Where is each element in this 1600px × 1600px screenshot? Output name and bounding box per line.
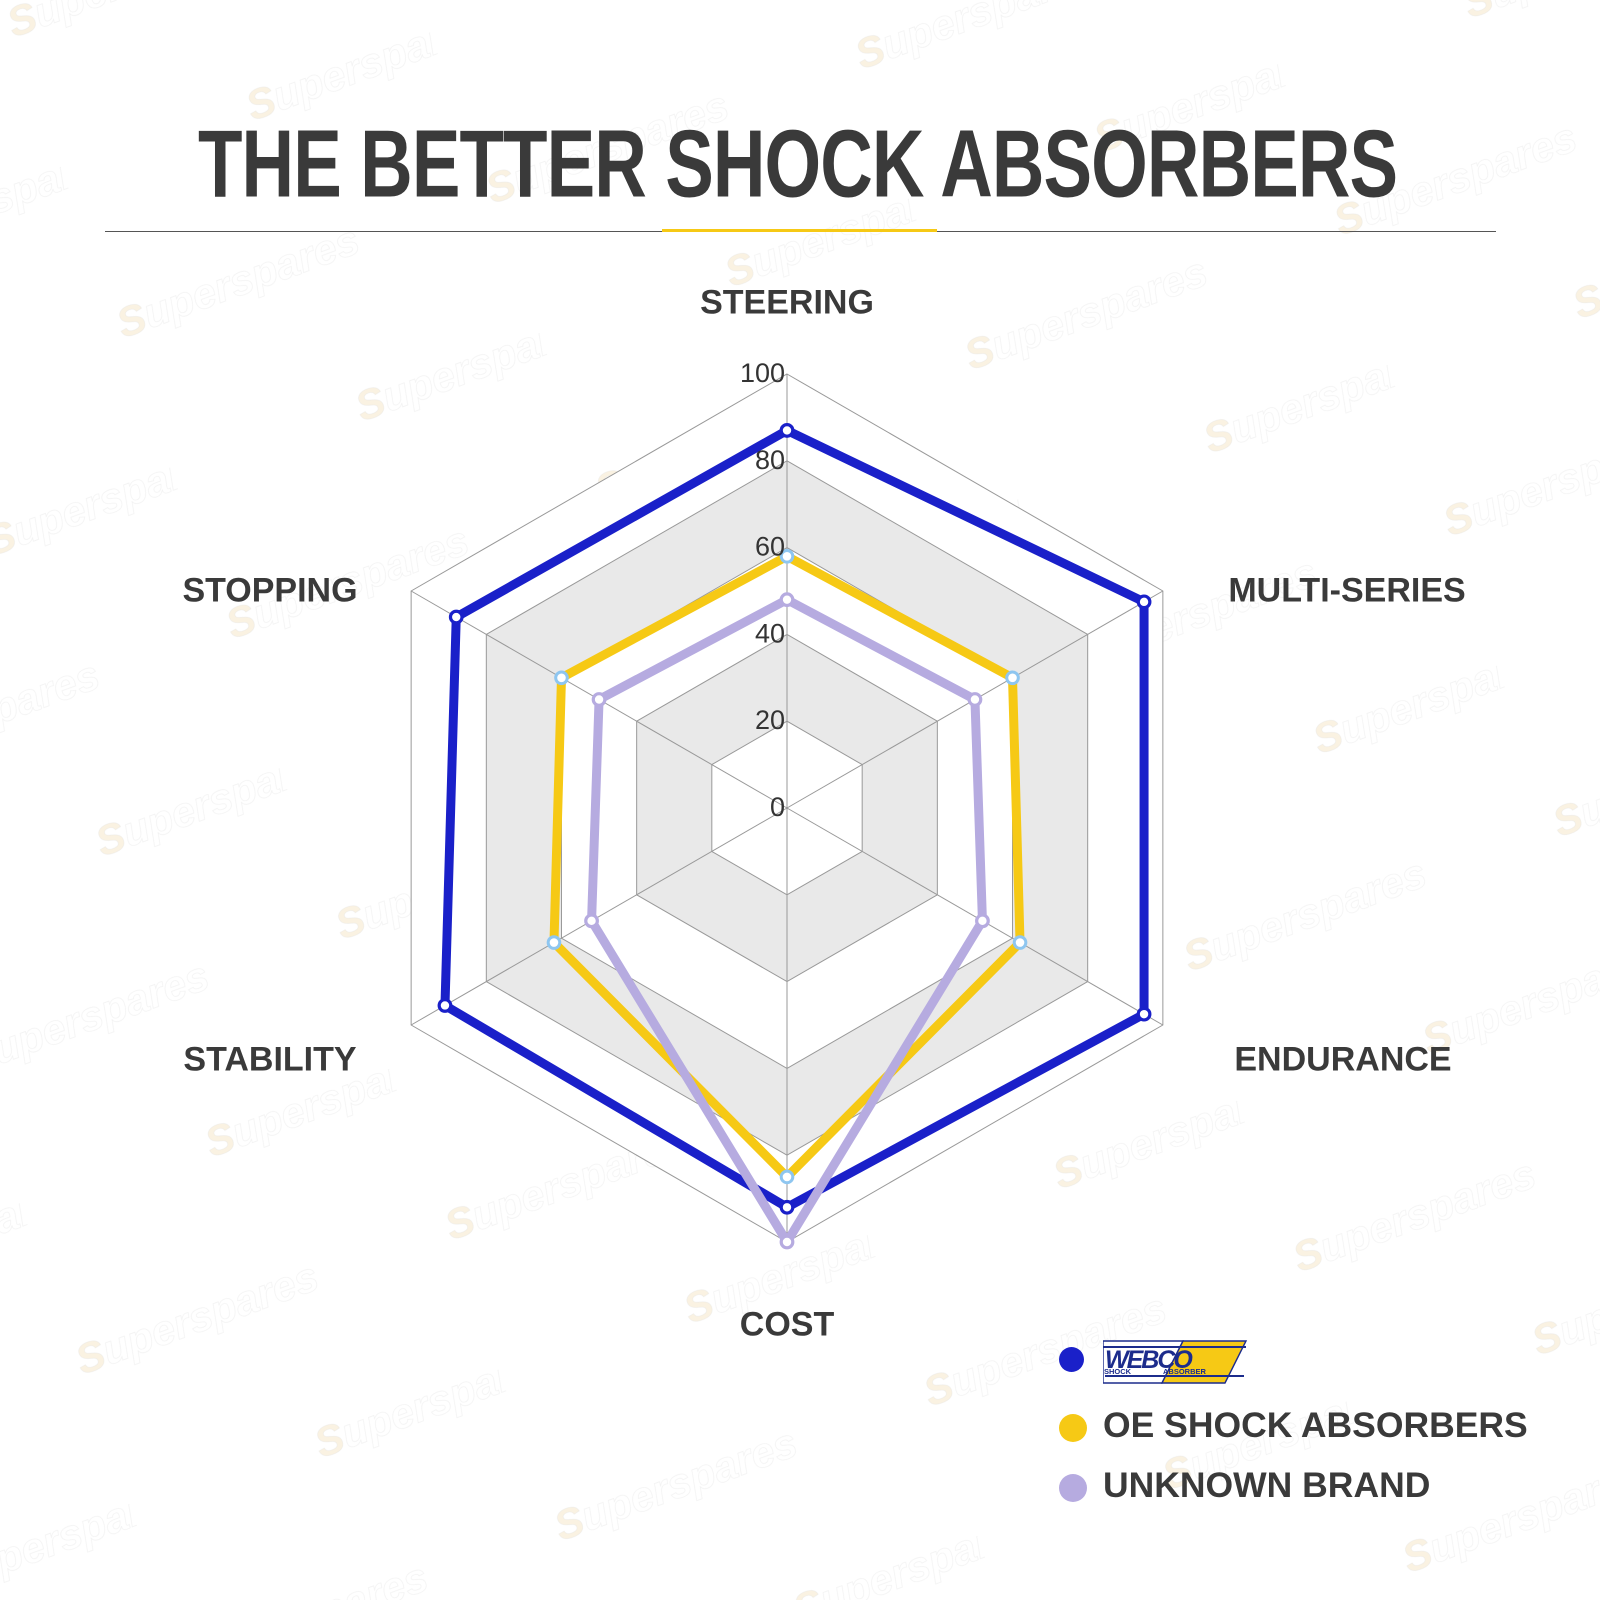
svg-text:100: 100 (740, 358, 785, 388)
svg-text:40: 40 (755, 618, 785, 648)
svg-text:80: 80 (755, 445, 785, 475)
svg-text:0: 0 (770, 792, 785, 822)
svg-text:60: 60 (755, 532, 785, 562)
svg-text:20: 20 (755, 705, 785, 735)
